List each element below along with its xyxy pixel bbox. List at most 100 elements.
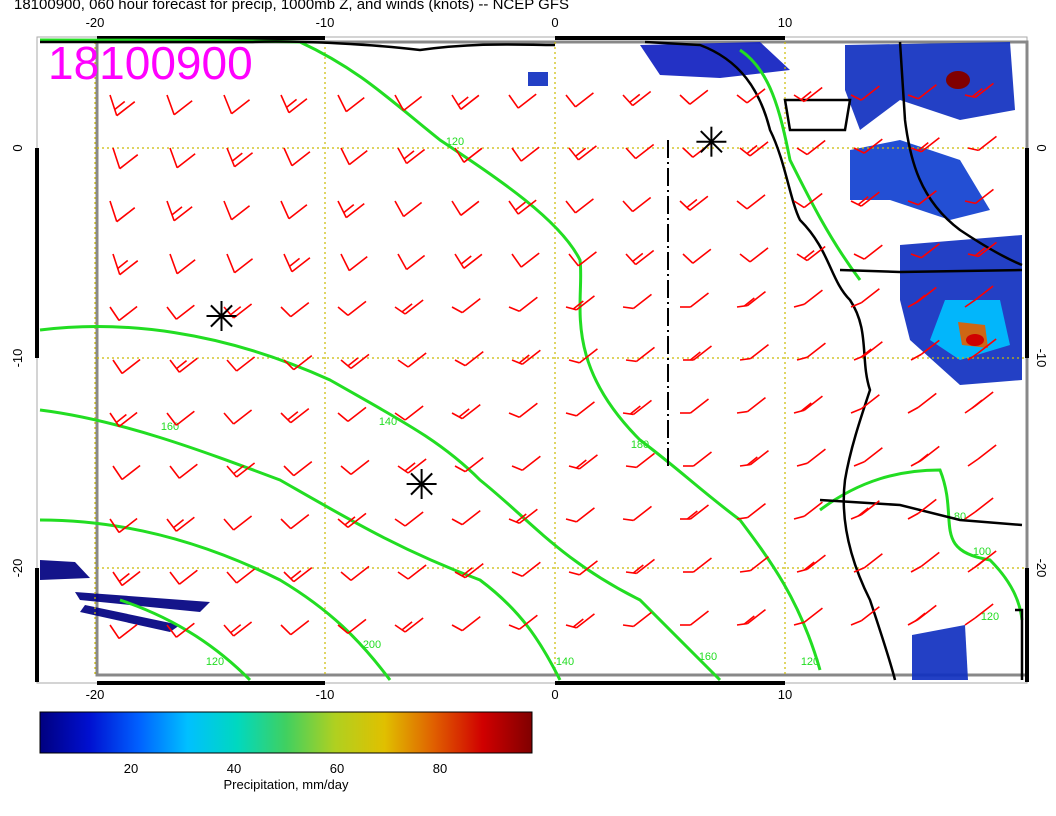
wind-barb [739, 555, 769, 573]
wind-barb [680, 292, 709, 308]
wind-barb [397, 253, 426, 271]
wind-barb [112, 147, 139, 170]
wind-barb [793, 192, 823, 209]
wind-barb [796, 342, 826, 361]
colorbar-tick-label: 20 [124, 761, 138, 776]
lon-tick-label: -20 [86, 687, 105, 702]
wind-barb [109, 94, 136, 117]
wind-barb [166, 200, 193, 222]
wind-barb [622, 90, 652, 107]
wind-barb [683, 451, 712, 467]
contour-label: 140 [379, 416, 397, 428]
wind-barb [337, 94, 365, 113]
wind-barb [910, 339, 940, 361]
contour-line [299, 40, 822, 671]
wind-barb [622, 399, 652, 416]
wind-barb [622, 505, 652, 522]
wind-barb [682, 248, 712, 264]
lat-tick-label: -10 [1034, 349, 1049, 368]
wind-barb [223, 515, 253, 531]
wind-barb [511, 561, 541, 577]
contour-label: 160 [699, 651, 717, 663]
wind-barb [112, 253, 139, 276]
wind-barb [166, 410, 195, 426]
wind-barb [166, 94, 193, 116]
wind-barb [907, 84, 937, 100]
wind-barb [625, 558, 655, 575]
wind-barb [340, 253, 368, 272]
wind-barb [337, 200, 365, 219]
wind-barb [680, 610, 709, 626]
wind-barb [223, 200, 251, 221]
wind-barb [394, 200, 423, 218]
wind-barb [337, 512, 367, 528]
wind-barb [850, 191, 880, 207]
wind-barb [394, 511, 424, 527]
precip-cell [40, 560, 90, 580]
precip-cell [80, 605, 180, 632]
wind-barb [166, 304, 195, 320]
coast-line [783, 98, 852, 132]
wind-barb [109, 517, 138, 534]
wind-barb [283, 253, 311, 273]
lon-tick-label: 10 [778, 15, 792, 30]
wind-barb [340, 353, 370, 369]
wind-barb [910, 551, 940, 573]
precip-cell [912, 625, 968, 680]
date-stamp: 18100900 [48, 37, 253, 89]
wind-barb [683, 557, 712, 573]
wind-barb [796, 139, 826, 156]
contour-label: 120 [206, 656, 224, 668]
wind-barb [622, 196, 652, 213]
wind-barb [340, 459, 370, 475]
wind-barb [226, 462, 256, 478]
wind-barb [454, 350, 484, 367]
contour-line [39, 518, 392, 681]
wind-barb [451, 94, 480, 110]
wind-barb [454, 456, 484, 473]
wind-barb [280, 200, 308, 220]
wind-barb [850, 500, 880, 520]
wind-barb [451, 403, 481, 420]
wind-barb [451, 200, 480, 216]
wind-barb [451, 615, 481, 632]
contour-line [119, 598, 252, 682]
wind-barb [169, 569, 198, 585]
wind-barb [226, 568, 256, 584]
wind-barb [850, 288, 880, 308]
wind-barb [625, 452, 655, 469]
wind-barb [910, 445, 940, 467]
wind-barb [625, 346, 655, 363]
wind-barb [907, 286, 937, 308]
wind-barb [451, 297, 481, 314]
wind-barb [169, 253, 196, 275]
wind-barb [280, 408, 310, 424]
contour-label: 140 [556, 656, 574, 668]
colorbar-ticks: 20 40 60 80 [124, 761, 447, 776]
wind-barb [451, 509, 481, 526]
wind-barb [112, 358, 141, 375]
wind-barb [967, 135, 997, 152]
wind-barb [340, 565, 370, 581]
wind-barb [109, 200, 136, 223]
wind-barb [793, 395, 823, 414]
colorbar-tick-label: 80 [433, 761, 447, 776]
wind-barb [226, 147, 254, 168]
wind-barb [568, 454, 598, 470]
wind-barb [283, 147, 311, 167]
wind-barb [511, 252, 540, 268]
colorbar [39, 711, 533, 754]
wind-barb [793, 501, 823, 520]
wind-barb [109, 411, 138, 428]
lat-tick-label: -20 [1034, 559, 1049, 578]
wind-barb [853, 138, 883, 154]
coast-line [819, 498, 1023, 527]
wind-barb [565, 613, 595, 629]
wind-barb [112, 570, 141, 587]
contour-line [39, 408, 562, 681]
wind-barb [850, 606, 880, 626]
wind-barb [226, 356, 256, 372]
wind-barb [967, 338, 997, 361]
coast-line [1015, 608, 1024, 680]
